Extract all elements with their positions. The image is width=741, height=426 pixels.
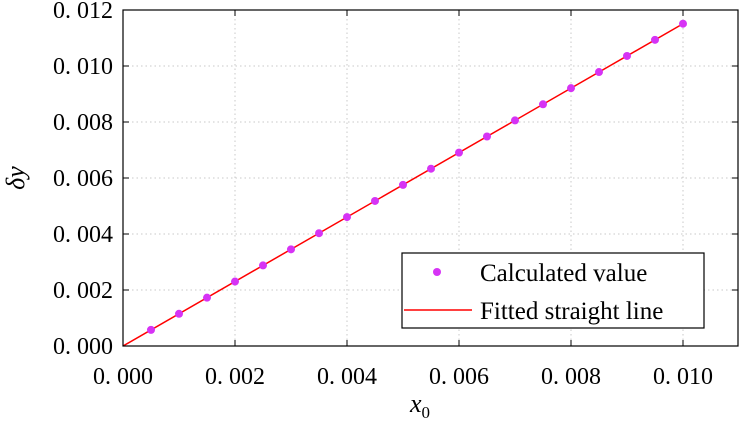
x-tick-label: 0. 010 — [653, 364, 713, 390]
data-point — [287, 245, 295, 254]
data-point — [259, 261, 267, 270]
data-point — [679, 19, 687, 28]
y-tick-label: 0. 002 — [53, 278, 113, 304]
x-axis-label: x0 — [409, 389, 430, 422]
data-point — [651, 35, 659, 44]
data-point — [147, 325, 155, 334]
data-point — [175, 309, 183, 318]
y-tick-label: 0. 000 — [53, 334, 113, 360]
data-point — [399, 180, 407, 189]
x-tick-label: 0. 008 — [541, 364, 601, 390]
data-point — [623, 51, 631, 60]
y-tick-label: 0. 010 — [53, 54, 113, 80]
data-point — [371, 196, 379, 205]
data-point — [595, 68, 603, 77]
x-axis-label-main: x — [409, 389, 422, 418]
data-point — [455, 148, 463, 157]
data-point — [539, 100, 547, 109]
legend-box — [401, 252, 705, 329]
legend: Calculated value Fitted straight line — [401, 252, 705, 329]
data-point — [315, 229, 323, 238]
data-point — [511, 116, 519, 125]
x-tick-label: 0. 006 — [429, 364, 489, 390]
marks — [122, 19, 687, 347]
legend-label-fitted: Fitted straight line — [480, 298, 663, 325]
data-point — [343, 213, 351, 222]
ticks: 0. 000 0. 002 0. 004 0. 006 0. 008 0. 010 0. 0… — [53, 0, 738, 390]
data-point — [203, 293, 211, 302]
y-tick-label: 0. 008 — [53, 110, 113, 136]
data-point — [231, 277, 239, 286]
x-axis-label-sub: 0 — [422, 403, 431, 422]
y-axis-label: δy — [1, 166, 30, 190]
y-tick-label: 0. 004 — [53, 222, 113, 248]
x-tick-label: 0. 000 — [93, 364, 153, 390]
data-point — [427, 164, 435, 173]
x-tick-label: 0. 004 — [317, 364, 377, 390]
data-point — [567, 84, 575, 93]
x-tick-label: 0. 002 — [205, 364, 265, 390]
legend-label-calculated: Calculated value — [480, 260, 647, 287]
y-tick-label: 0. 012 — [53, 0, 113, 24]
y-tick-label: 0. 006 — [53, 166, 113, 192]
legend-marker-calculated — [433, 268, 441, 276]
data-point — [483, 132, 491, 141]
